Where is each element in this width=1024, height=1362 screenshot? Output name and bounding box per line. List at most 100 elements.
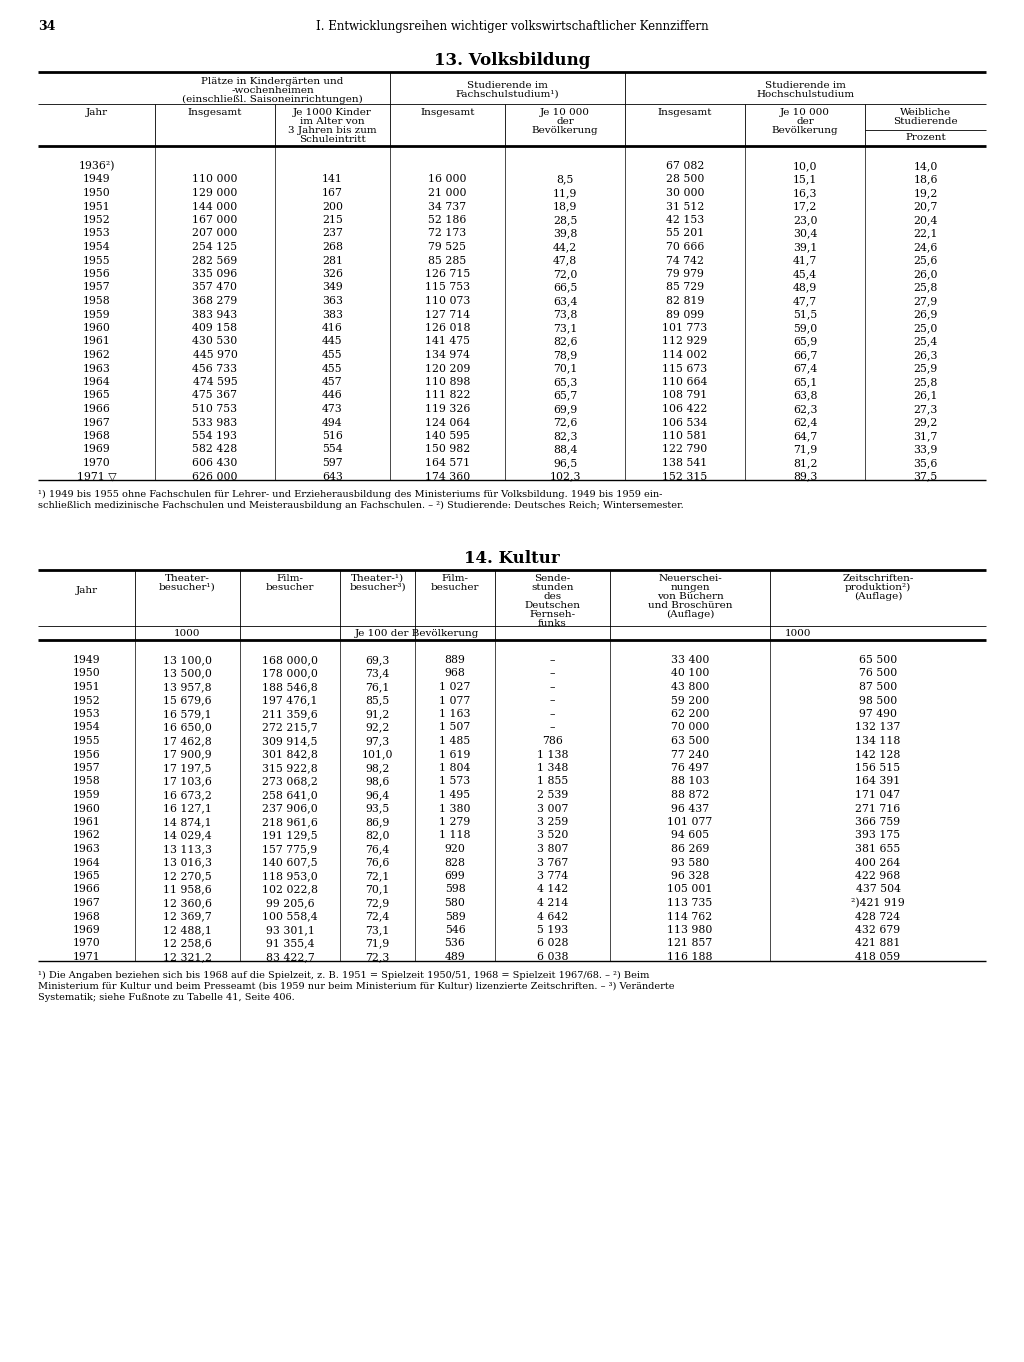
Text: 85,5: 85,5 (366, 696, 389, 706)
Text: Je 100 der Bevölkerung: Je 100 der Bevölkerung (355, 629, 479, 637)
Text: Fachschulstudium¹): Fachschulstudium¹) (456, 90, 559, 99)
Text: 1958: 1958 (83, 296, 111, 306)
Text: 62 200: 62 200 (671, 710, 710, 719)
Text: 457: 457 (323, 377, 343, 387)
Text: 326: 326 (322, 270, 343, 279)
Text: 106 422: 106 422 (663, 405, 708, 414)
Text: 2 539: 2 539 (537, 790, 568, 799)
Text: 27,9: 27,9 (913, 296, 938, 306)
Text: 25,9: 25,9 (913, 364, 938, 373)
Text: 41,7: 41,7 (793, 256, 817, 266)
Text: 132 137: 132 137 (855, 722, 901, 733)
Text: ¹) 1949 bis 1955 ohne Fachschulen für Lehrer- und Erzieherausbildung des Ministe: ¹) 1949 bis 1955 ohne Fachschulen für Le… (38, 490, 663, 498)
Text: 31,7: 31,7 (913, 430, 938, 441)
Text: 786: 786 (542, 735, 563, 746)
Text: 1 573: 1 573 (439, 776, 471, 786)
Text: von Büchern: von Büchern (656, 592, 723, 601)
Text: 134 974: 134 974 (425, 350, 470, 360)
Text: 152 315: 152 315 (663, 471, 708, 482)
Text: Theater-: Theater- (165, 573, 210, 583)
Text: 73,4: 73,4 (366, 669, 389, 678)
Text: produktion²): produktion²) (845, 583, 911, 592)
Text: 25,0: 25,0 (913, 323, 938, 332)
Text: 1962: 1962 (83, 350, 111, 360)
Text: 77 240: 77 240 (671, 749, 709, 760)
Text: 536: 536 (444, 938, 466, 948)
Text: 428 724: 428 724 (855, 911, 900, 922)
Text: 1951: 1951 (83, 202, 111, 211)
Text: 1 279: 1 279 (439, 817, 471, 827)
Text: 432 679: 432 679 (855, 925, 900, 934)
Text: 16 650,0: 16 650,0 (163, 722, 212, 733)
Text: 40 100: 40 100 (671, 669, 710, 678)
Text: 37,5: 37,5 (913, 471, 938, 482)
Text: 606 430: 606 430 (193, 458, 238, 469)
Text: 110 000: 110 000 (193, 174, 238, 184)
Text: 28 500: 28 500 (666, 174, 705, 184)
Text: Deutschen: Deutschen (524, 601, 581, 610)
Text: 474 595: 474 595 (193, 377, 238, 387)
Text: 88 872: 88 872 (671, 790, 710, 799)
Text: 4 214: 4 214 (537, 898, 568, 908)
Text: 546: 546 (444, 925, 465, 934)
Text: 12 488,1: 12 488,1 (163, 925, 212, 934)
Text: nungen: nungen (670, 583, 710, 592)
Text: 65,1: 65,1 (793, 377, 817, 387)
Text: 597: 597 (323, 458, 343, 469)
Text: 11 958,6: 11 958,6 (163, 884, 212, 895)
Text: 26,1: 26,1 (913, 391, 938, 400)
Text: 115 673: 115 673 (663, 364, 708, 373)
Text: 96,5: 96,5 (553, 458, 578, 469)
Text: –: – (550, 682, 555, 692)
Text: Jahr: Jahr (85, 108, 108, 117)
Text: Schuleintritt: Schuleintritt (299, 135, 366, 144)
Text: 3 520: 3 520 (537, 831, 568, 840)
Text: 64,7: 64,7 (793, 430, 817, 441)
Text: 1967: 1967 (83, 418, 111, 428)
Text: 73,1: 73,1 (553, 323, 578, 332)
Text: 78,9: 78,9 (553, 350, 578, 360)
Text: 101 773: 101 773 (663, 323, 708, 332)
Text: 1966: 1966 (73, 884, 100, 895)
Text: 88,4: 88,4 (553, 444, 578, 455)
Text: 112 929: 112 929 (663, 336, 708, 346)
Text: 101,0: 101,0 (361, 749, 393, 760)
Text: 3 807: 3 807 (537, 844, 568, 854)
Text: 52 186: 52 186 (428, 215, 467, 225)
Text: 3 Jahren bis zum: 3 Jahren bis zum (288, 127, 377, 135)
Text: (einschließl. Saisoneinrichtungen): (einschließl. Saisoneinrichtungen) (182, 95, 362, 104)
Text: 533 983: 533 983 (193, 418, 238, 428)
Text: der: der (796, 117, 814, 127)
Text: 17 197,5: 17 197,5 (163, 763, 212, 774)
Text: 237: 237 (323, 229, 343, 238)
Text: 79 979: 79 979 (666, 270, 703, 279)
Text: Ministerium für Kultur und beim Presseamt (bis 1959 nur beim Ministerium für Kul: Ministerium für Kultur und beim Presseam… (38, 982, 675, 990)
Text: 200: 200 (322, 202, 343, 211)
Text: 97,3: 97,3 (366, 735, 389, 746)
Text: 70 666: 70 666 (666, 242, 705, 252)
Text: ¹) Die Angaben beziehen sich bis 1968 auf die Spielzeit, z. B. 1951 = Spielzeit : ¹) Die Angaben beziehen sich bis 1968 au… (38, 971, 649, 979)
Text: 271 716: 271 716 (855, 804, 901, 813)
Text: 70 000: 70 000 (671, 722, 710, 733)
Text: 16,3: 16,3 (793, 188, 817, 197)
Text: 82,0: 82,0 (366, 831, 390, 840)
Text: 13. Volksbildung: 13. Volksbildung (434, 52, 590, 69)
Text: 96 328: 96 328 (671, 872, 710, 881)
Text: 17 103,6: 17 103,6 (163, 776, 212, 786)
Text: 1 804: 1 804 (439, 763, 471, 774)
Text: 62,3: 62,3 (793, 405, 817, 414)
Text: 20,4: 20,4 (913, 215, 938, 225)
Text: 156 515: 156 515 (855, 763, 900, 774)
Text: 1958: 1958 (73, 776, 100, 786)
Text: 35,6: 35,6 (913, 458, 938, 469)
Text: 1953: 1953 (73, 710, 100, 719)
Text: 1970: 1970 (83, 458, 111, 469)
Text: 98,6: 98,6 (366, 776, 390, 786)
Text: 76 500: 76 500 (859, 669, 897, 678)
Text: 383 943: 383 943 (193, 309, 238, 320)
Text: 15,1: 15,1 (793, 174, 817, 184)
Text: 140 595: 140 595 (425, 430, 470, 441)
Text: 10,0: 10,0 (793, 161, 817, 172)
Text: 108 791: 108 791 (663, 391, 708, 400)
Text: 1 118: 1 118 (439, 831, 471, 840)
